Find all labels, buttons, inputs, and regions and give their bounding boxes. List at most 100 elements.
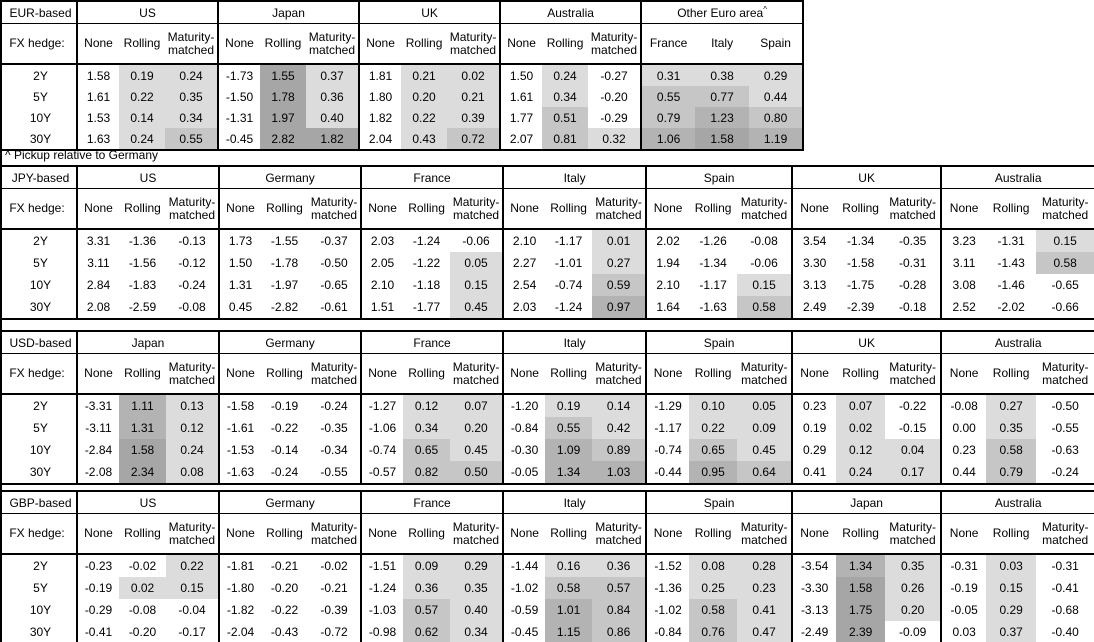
yield-value-text: -1.24 (412, 234, 441, 248)
yield-value-cell: 1.23 (695, 107, 750, 128)
yield-value-cell: 0.57 (592, 577, 647, 599)
yield-value-cell: 1.06 (640, 128, 696, 150)
yield-value-text: 0.43 (412, 131, 436, 146)
yield-value-text: 1.53 (86, 110, 111, 125)
hedge-type-header: None (218, 188, 262, 230)
yield-value-text: -0.72 (320, 625, 348, 639)
yield-value-cell: 3.11 (940, 252, 987, 274)
yield-value-text: -0.14 (270, 443, 299, 457)
yield-value-text: -0.18 (898, 300, 927, 314)
yield-value-cell: 0.35 (450, 577, 504, 599)
yield-value-cell: 0.58 (689, 599, 738, 621)
yield-value-cell: -1.61 (218, 417, 262, 439)
table-jpy-based: JPY-based US Germany France Italy Spain UK Aust… (0, 165, 1094, 320)
tenor-row: 10Y -2.84 1.58 0.24 -1.53 -0.14 -0.34 -0.74 0.65… (1, 439, 1094, 461)
yield-value-cell: -0.24 (308, 394, 361, 417)
yield-value-cell: 0.15 (737, 274, 793, 296)
yield-value-cell: 3.23 (940, 229, 987, 252)
yield-value-cell: 1.58 (695, 128, 750, 150)
yield-value-cell: -1.77 (403, 296, 450, 319)
yield-value-text: 0.08 (180, 465, 204, 479)
hedge-type-text: Rolling (992, 526, 1030, 540)
hedge-type-text: None (510, 201, 539, 215)
hedge-type-header: Maturity-matched (737, 353, 793, 395)
hedge-type-text: Maturity-matched (740, 519, 788, 547)
hedge-type-header: Rolling (403, 513, 451, 555)
hedge-type-header: None (76, 513, 119, 555)
yield-value-cell: -1.73 (217, 64, 261, 86)
yield-value-cell: 0.29 (450, 554, 504, 577)
yield-value-cell: 0.17 (885, 461, 942, 484)
yield-value-cell: -0.18 (885, 296, 941, 319)
yield-value-text: 0.35 (999, 421, 1023, 435)
yield-value-cell: 0.37 (306, 64, 360, 86)
yield-value-cell: 1.31 (218, 274, 262, 296)
yield-value-cell: 0.29 (749, 64, 804, 86)
yield-value-cell: 0.25 (689, 577, 738, 599)
hedge-type-text: Rolling (124, 366, 161, 380)
hedge-type-text: Rolling (266, 366, 303, 380)
yield-value-text: 3.54 (802, 234, 827, 248)
yield-value-text: 0.31 (656, 68, 681, 83)
hedge-type-header: France (640, 23, 696, 65)
yield-value-cell: 0.41 (791, 461, 837, 484)
yield-value-cell: 0.55 (165, 128, 219, 150)
yield-value-text: 0.72 (461, 131, 485, 146)
hedge-type-header: Rolling (545, 513, 593, 555)
yield-value-cell: -0.22 (261, 417, 308, 439)
hedge-type-text: None (800, 526, 829, 540)
yield-value-text: 2.34 (130, 465, 155, 479)
yield-value-text: 1.15 (556, 625, 581, 639)
hedge-type-header: None (502, 353, 546, 395)
yield-value-text: -0.45 (225, 131, 254, 146)
hedge-type-header: Maturity-matched (1036, 353, 1094, 395)
yield-value-cell: -1.17 (645, 417, 690, 439)
yield-value-text: 0.21 (412, 68, 436, 83)
tenor-row: 10Y 2.84 -1.83 -0.24 1.31 -1.97 -0.65 2.10 -1.18… (1, 274, 1094, 296)
table-gbp-based: GBP-based US Germany France Italy Spain Japan A… (0, 490, 1094, 642)
hedge-type-text: Rolling (266, 526, 303, 540)
yield-value-text: -1.81 (226, 559, 255, 573)
yield-value-text: -1.55 (270, 234, 299, 248)
yield-value-cell: -1.82 (218, 599, 262, 621)
hedge-type-header: None (217, 23, 261, 65)
yield-value-text: 0.12 (848, 443, 873, 457)
yield-value-text: 0.24 (848, 465, 873, 479)
yield-value-text: 0.15 (999, 581, 1023, 595)
hedge-type-header: Rolling (260, 23, 307, 65)
yield-value-cell: -1.55 (261, 229, 308, 252)
yield-value-text: -0.05 (950, 603, 978, 617)
yield-value-text: -0.44 (654, 465, 682, 479)
yield-value-cell: 0.21 (401, 64, 448, 86)
yield-value-cell: 2.05 (360, 252, 404, 274)
yield-value-cell: -1.26 (689, 229, 737, 252)
country-name: Australia (994, 335, 1042, 350)
yield-value-cell: 2.10 (645, 274, 690, 296)
yield-value-cell: 2.10 (502, 229, 546, 252)
yield-value-cell: 0.58 (545, 577, 593, 599)
yield-value-cell: -0.37 (308, 229, 361, 252)
yield-value-cell: 0.24 (119, 128, 165, 150)
yield-value-cell: 0.97 (592, 296, 647, 319)
hedge-type-text: None (800, 366, 829, 380)
yield-value-cell: -1.44 (502, 554, 546, 577)
yield-value-cell: 0.19 (119, 64, 165, 86)
yield-value-cell: -1.75 (836, 274, 885, 296)
yield-value-cell: -0.22 (261, 599, 308, 621)
yield-value-text: 0.15 (180, 581, 204, 595)
yield-value-cell: -1.31 (217, 107, 261, 128)
hedge-type-text: Rolling (123, 36, 161, 50)
fx-hedge-label: FX hedge: (1, 23, 77, 65)
tenor-text: 5Y (33, 421, 48, 435)
yield-value-text: 0.58 (556, 581, 581, 595)
footnote-pickup-note: ^ Pickup relative to Germany (5, 148, 159, 162)
yield-value-text: -1.17 (699, 278, 727, 292)
country-group-header: UK (791, 331, 942, 354)
yield-value-cell: -0.40 (1036, 621, 1094, 642)
yield-value-cell: -0.43 (261, 621, 308, 642)
country-group-header: Other Euro area^ (640, 1, 804, 24)
yield-value-text: 0.29 (763, 68, 788, 83)
yield-value-text: -0.41 (84, 625, 113, 639)
hedge-type-text: Rolling (694, 201, 732, 215)
country-group-header: Spain (645, 166, 793, 189)
